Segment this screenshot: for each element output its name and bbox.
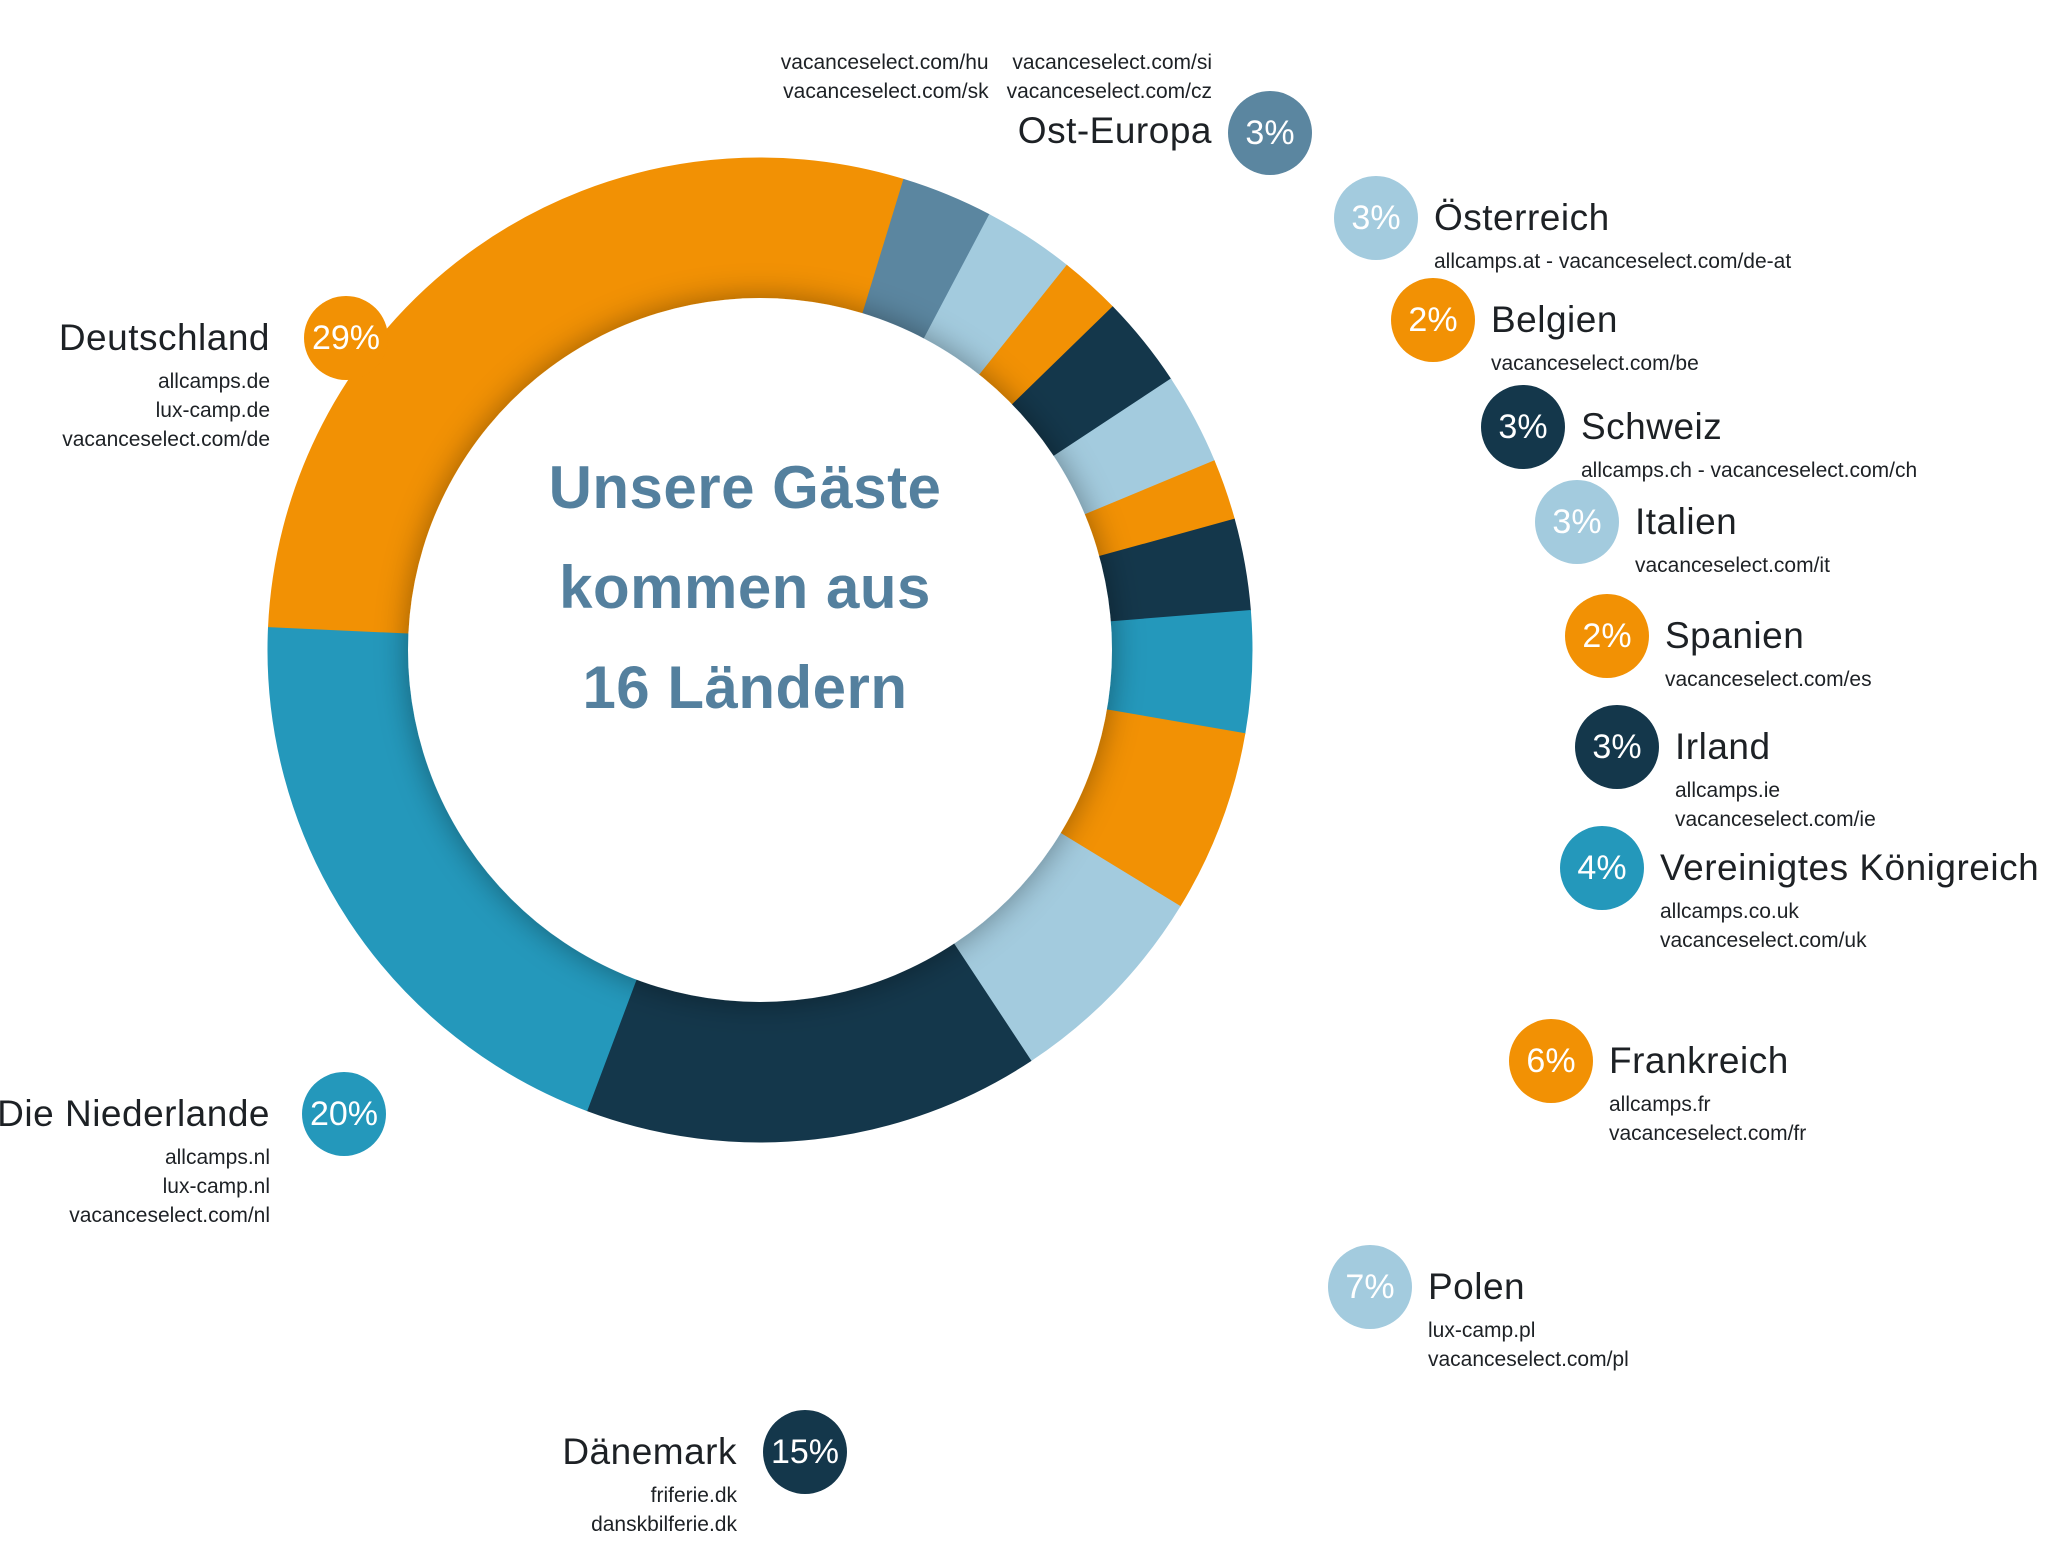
pct-value: 3% bbox=[1592, 727, 1642, 766]
pct-value: 6% bbox=[1526, 1041, 1576, 1080]
country-links: vacanceselect.com/be bbox=[1491, 349, 1699, 378]
center-title-line-1: Unsere Gäste bbox=[548, 454, 942, 521]
country-links: allcamps.ch - vacanceselect.com/ch bbox=[1581, 456, 1917, 485]
link: allcamps.fr bbox=[1609, 1093, 1711, 1116]
label-polen: Polen lux-camp.pl vacanceselect.com/pl bbox=[1428, 1265, 1629, 1374]
link: friferie.dk bbox=[650, 1484, 737, 1507]
pct-value: 15% bbox=[770, 1432, 840, 1471]
country-name: Dänemark bbox=[562, 1431, 737, 1472]
country-name: Österreich bbox=[1434, 197, 1610, 238]
label-ost-europa: vacanceselect.com/hu vacanceselect.com/s… bbox=[781, 48, 1212, 153]
link: allcamps.de bbox=[157, 370, 270, 393]
pct-badge-spanien: 2% bbox=[1565, 594, 1649, 678]
pct-value: 2% bbox=[1582, 616, 1632, 655]
link: vacanceselect.com/si bbox=[1012, 51, 1212, 74]
label-schweiz: Schweiz allcamps.ch - vacanceselect.com/… bbox=[1581, 405, 1917, 485]
country-name: Vereinigtes Königreich bbox=[1660, 847, 2040, 888]
pct-value: 2% bbox=[1408, 300, 1458, 339]
pct-value: 3% bbox=[1552, 502, 1602, 541]
pct-badge-belgien: 2% bbox=[1391, 278, 1475, 362]
link: lux-camp.nl bbox=[162, 1175, 270, 1198]
country-links: lux-camp.pl vacanceselect.com/pl bbox=[1428, 1316, 1629, 1374]
link: vacanceselect.com/es bbox=[1665, 668, 1872, 691]
country-links: allcamps.fr vacanceselect.com/fr bbox=[1609, 1090, 1806, 1148]
pct-value: 3% bbox=[1498, 407, 1548, 446]
country-name: Frankreich bbox=[1609, 1040, 1789, 1081]
pct-badge-italien: 3% bbox=[1535, 480, 1619, 564]
pct-badge-frankreich: 6% bbox=[1509, 1019, 1593, 1103]
country-links: friferie.dk danskbilferie.dk bbox=[562, 1481, 737, 1539]
label-frankreich: Frankreich allcamps.fr vacanceselect.com… bbox=[1609, 1039, 1806, 1148]
link: vacanceselect.com/uk bbox=[1660, 929, 1867, 952]
label-irland: Irland allcamps.ie vacanceselect.com/ie bbox=[1675, 725, 1876, 834]
link: allcamps.nl bbox=[164, 1146, 270, 1169]
pct-badge-schweiz: 3% bbox=[1481, 385, 1565, 469]
link: allcamps.ie bbox=[1675, 779, 1781, 802]
country-links: vacanceselect.com/hu vacanceselect.com/s… bbox=[781, 48, 1212, 106]
country-links: vacanceselect.com/es bbox=[1665, 665, 1872, 694]
link: vacanceselect.com/de bbox=[62, 428, 270, 451]
pct-badge-niederlande: 20% bbox=[302, 1072, 386, 1156]
country-name: Deutschland bbox=[58, 317, 270, 358]
country-name: Belgien bbox=[1491, 299, 1618, 340]
link: vacanceselect.com/it bbox=[1635, 554, 1830, 577]
link: vacanceselect.com/hu bbox=[780, 51, 989, 74]
pct-badge-deutschland: 29% bbox=[304, 296, 388, 380]
link: vacanceselect.com/cz bbox=[1006, 80, 1212, 103]
link: lux-camp.pl bbox=[1428, 1319, 1536, 1342]
center-title-line-2: kommen aus bbox=[559, 554, 931, 621]
center-title-line-3: 16 Ländern bbox=[582, 654, 908, 721]
pct-value: 29% bbox=[311, 318, 381, 357]
links-column-1: vacanceselect.com/hu vacanceselect.com/s… bbox=[781, 48, 989, 106]
country-name: Ost-Europa bbox=[1017, 110, 1212, 151]
pct-badge-polen: 7% bbox=[1328, 1245, 1412, 1329]
pct-value: 3% bbox=[1351, 198, 1401, 237]
link: lux-camp.de bbox=[155, 399, 270, 422]
link: vacanceselect.com/pl bbox=[1428, 1348, 1629, 1371]
country-name: Italien bbox=[1635, 501, 1738, 542]
donut-hole bbox=[408, 298, 1112, 1002]
pct-value: 4% bbox=[1577, 848, 1627, 887]
pct-value: 3% bbox=[1245, 113, 1295, 152]
pct-badge-oesterreich: 3% bbox=[1334, 176, 1418, 260]
link: allcamps.at - vacanceselect.com/de-at bbox=[1434, 250, 1792, 273]
label-spanien: Spanien vacanceselect.com/es bbox=[1665, 614, 1872, 694]
link: vacanceselect.com/fr bbox=[1609, 1122, 1807, 1145]
link: vacanceselect.com/ie bbox=[1675, 808, 1876, 831]
pct-badge-daenemark: 15% bbox=[763, 1410, 847, 1494]
link: vacanceselect.com/nl bbox=[69, 1204, 270, 1227]
country-links: allcamps.de lux-camp.de vacanceselect.co… bbox=[59, 367, 270, 454]
pct-value: 20% bbox=[309, 1094, 379, 1133]
label-belgien: Belgien vacanceselect.com/be bbox=[1491, 298, 1699, 378]
country-name: Irland bbox=[1675, 726, 1771, 767]
label-niederlande: Die Niederlande allcamps.nl lux-camp.nl … bbox=[0, 1092, 270, 1230]
label-uk: Vereinigtes Königreich allcamps.co.uk va… bbox=[1660, 846, 2039, 955]
country-name: Die Niederlande bbox=[0, 1093, 270, 1134]
pct-badge-uk: 4% bbox=[1560, 826, 1644, 910]
country-name: Spanien bbox=[1665, 615, 1805, 656]
country-links: allcamps.nl lux-camp.nl vacanceselect.co… bbox=[0, 1143, 270, 1230]
country-links: allcamps.ie vacanceselect.com/ie bbox=[1675, 776, 1876, 834]
country-links: allcamps.co.uk vacanceselect.com/uk bbox=[1660, 897, 2039, 955]
links-column-2: vacanceselect.com/si vacanceselect.com/c… bbox=[1007, 48, 1212, 106]
link: vacanceselect.com/sk bbox=[783, 80, 989, 103]
pct-badge-irland: 3% bbox=[1575, 705, 1659, 789]
country-name: Schweiz bbox=[1581, 406, 1723, 447]
country-links: allcamps.at - vacanceselect.com/de-at bbox=[1434, 247, 1791, 276]
label-italien: Italien vacanceselect.com/it bbox=[1635, 500, 1830, 580]
pct-badge-ost-europa: 3% bbox=[1228, 91, 1312, 175]
link: vacanceselect.com/be bbox=[1491, 352, 1699, 375]
link: allcamps.ch - vacanceselect.com/ch bbox=[1581, 459, 1918, 482]
label-oesterreich: Österreich allcamps.at - vacanceselect.c… bbox=[1434, 196, 1791, 276]
country-links: vacanceselect.com/it bbox=[1635, 551, 1830, 580]
country-name: Polen bbox=[1428, 1266, 1526, 1307]
label-daenemark: Dänemark friferie.dk danskbilferie.dk bbox=[562, 1430, 737, 1539]
pct-value: 7% bbox=[1345, 1267, 1395, 1306]
chart-center-title: Unsere Gäste kommen aus 16 Ländern bbox=[455, 438, 1035, 738]
label-deutschland: Deutschland allcamps.de lux-camp.de vaca… bbox=[59, 316, 270, 454]
link: danskbilferie.dk bbox=[591, 1513, 737, 1536]
link: allcamps.co.uk bbox=[1660, 900, 1799, 923]
